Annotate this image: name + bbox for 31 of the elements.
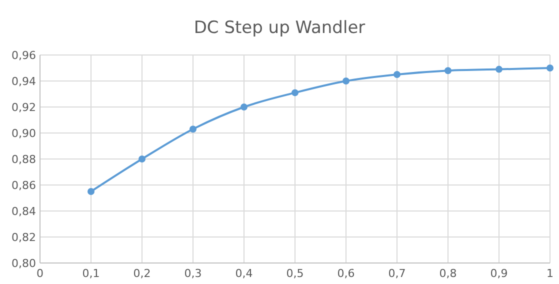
x-tick-label: 0,2	[133, 267, 151, 280]
x-tick-label: 0	[36, 267, 44, 280]
x-tick-label: 0,5	[286, 267, 304, 280]
point	[394, 71, 400, 78]
x-tick-label: 0,7	[388, 267, 406, 280]
y-tick-label: 0,90	[12, 126, 36, 140]
point	[342, 78, 350, 84]
y-tick-label: 0,82	[12, 230, 36, 244]
point	[292, 89, 298, 96]
x-tick-label: 0,4	[235, 267, 253, 280]
point	[240, 104, 248, 110]
y-tick-label: 0,92	[12, 100, 36, 114]
point	[444, 67, 452, 74]
point	[138, 156, 146, 162]
y-tick-label: 0,80	[12, 256, 36, 270]
x-tick-label: 1	[546, 267, 554, 280]
point	[88, 188, 94, 195]
x-tick-label: 0,3	[184, 267, 202, 280]
point	[546, 64, 554, 72]
y-tick-label: 0,88	[12, 152, 36, 166]
y-tick-label: 0,84	[12, 204, 36, 218]
point	[190, 126, 196, 133]
y-tick-label: 0,86	[12, 178, 36, 192]
x-tick-label: 0,1	[82, 267, 100, 280]
point	[496, 66, 502, 73]
chart-title: DC Step up Wandler	[194, 18, 366, 38]
x-tick-label: 0,9	[490, 267, 508, 280]
x-tick-label: 0,6	[337, 267, 355, 280]
x-tick-label: 0,8	[439, 267, 457, 280]
y-tick-label: 0,94	[12, 74, 36, 88]
y-tick-label: 0,96	[12, 48, 36, 62]
